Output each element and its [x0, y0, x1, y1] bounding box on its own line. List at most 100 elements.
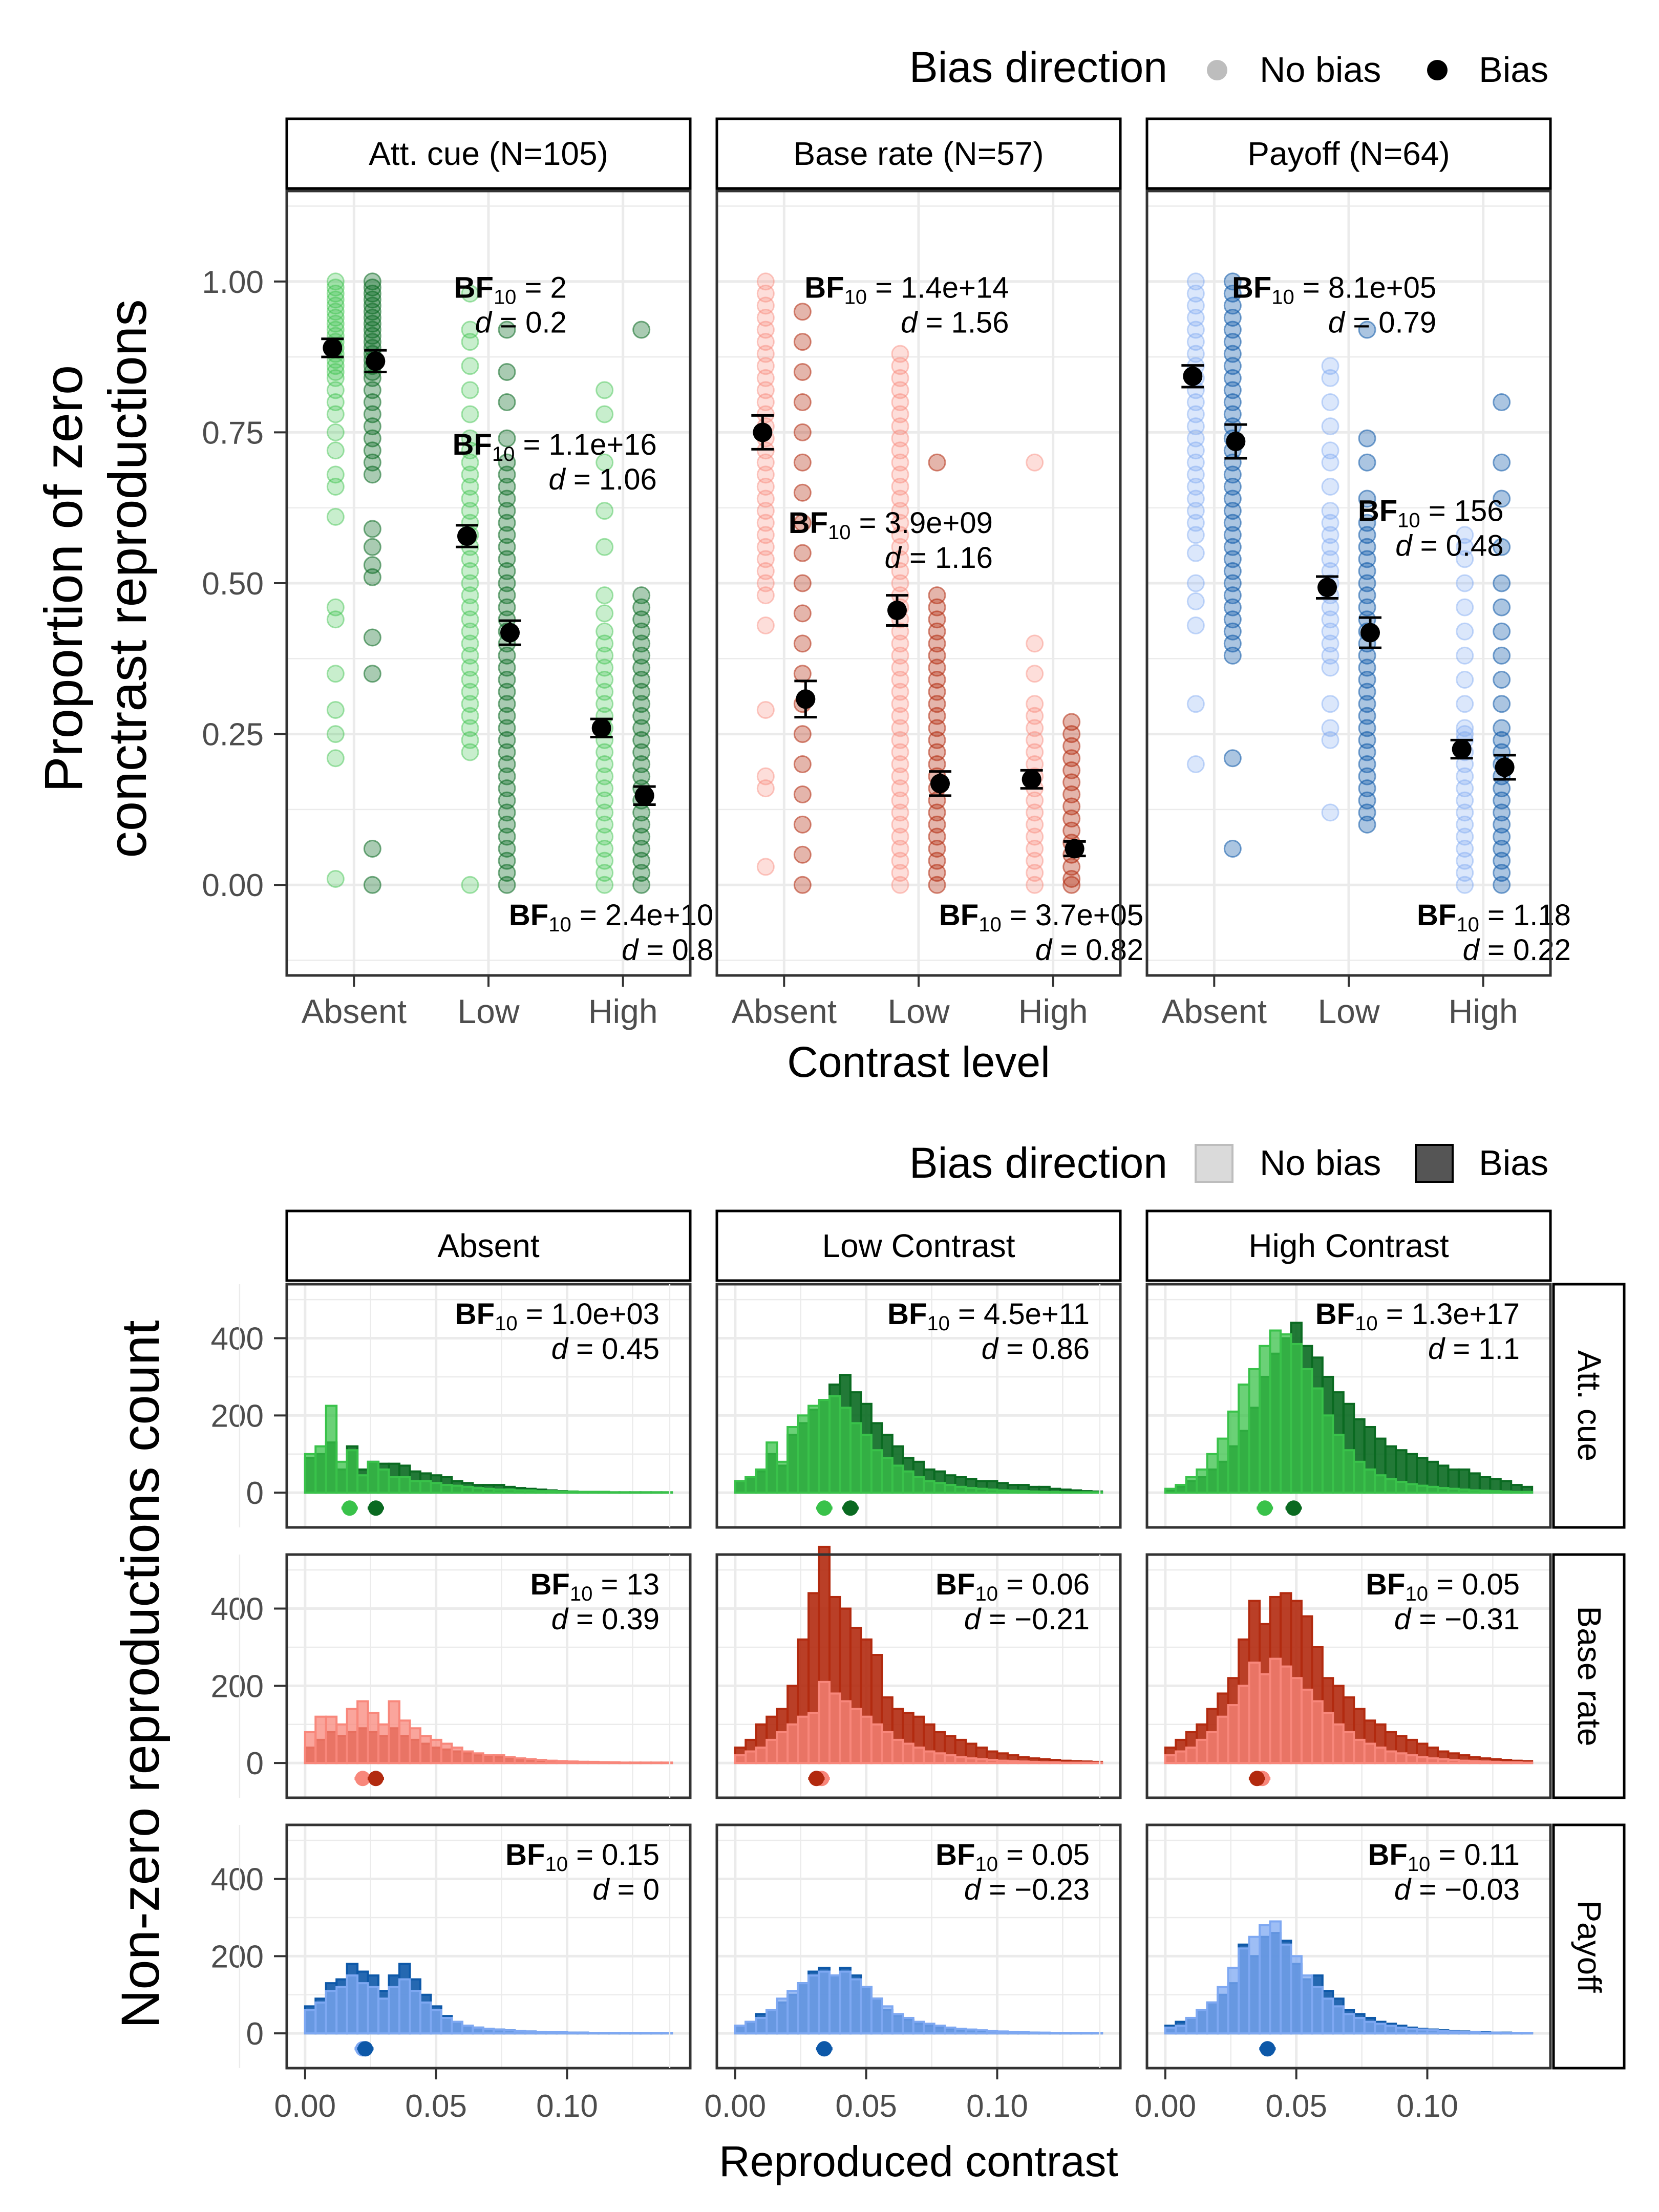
- histogram-bar-no-bias: [618, 1761, 631, 1764]
- histogram-bar-no-bias: [933, 1752, 946, 1764]
- histogram-bar-no-bias: [1206, 2001, 1219, 2035]
- participant-point-no-bias: [326, 598, 345, 616]
- participant-point-no-bias: [461, 586, 479, 605]
- participant-point-bias: [498, 743, 516, 761]
- participant-point-no-bias: [1456, 840, 1474, 858]
- histogram-bar-no-bias: [1027, 2031, 1040, 2035]
- bottom-row-strip-label: Payoff: [1571, 1900, 1608, 1993]
- histogram-bar-no-bias: [1436, 1487, 1450, 1494]
- histogram-bar-no-bias: [461, 1485, 474, 1494]
- top-annotation-bf: BF10 = 3.9e+09: [789, 506, 993, 544]
- bottom-row-strip-label: Att. cue: [1571, 1350, 1608, 1461]
- participant-point-no-bias: [326, 308, 345, 327]
- histogram-bar-no-bias: [1185, 2016, 1198, 2035]
- histogram-bar-no-bias: [304, 1453, 317, 1494]
- histogram-bar-no-bias: [1069, 1491, 1082, 1494]
- histogram-bar-no-bias: [1090, 1761, 1103, 1764]
- participant-point-bias: [793, 363, 812, 381]
- participant-point-no-bias: [595, 743, 614, 761]
- bottom-annotation-bf: BF10 = 13: [530, 1568, 660, 1605]
- participant-point-no-bias: [461, 381, 479, 399]
- top-y-axis-title: Proportion of zero conctrast reproduction…: [34, 299, 158, 858]
- participant-point-bias: [1223, 586, 1242, 605]
- histogram-bar-no-bias: [1238, 1685, 1250, 1764]
- histogram-bar-no-bias: [1353, 2016, 1366, 2035]
- participant-point-no-bias: [756, 550, 775, 568]
- participant-point-no-bias: [461, 441, 479, 460]
- participant-point-no-bias: [1321, 719, 1339, 737]
- histogram-bar-no-bias: [618, 1491, 631, 1494]
- bottom-x-tick-label: 0.00: [274, 2089, 336, 2124]
- histogram-bar-no-bias: [891, 2013, 904, 2035]
- participant-point-bias: [363, 441, 381, 460]
- participant-point-bias: [363, 429, 381, 448]
- bottom-y-tick-label: 400: [211, 1862, 264, 1898]
- top-annotation-d: d = 0.48: [1395, 529, 1503, 563]
- participant-point-no-bias: [1321, 453, 1339, 472]
- participant-point-no-bias: [326, 423, 345, 441]
- histogram-bar-no-bias: [1038, 2031, 1051, 2035]
- d-symbol: d: [1394, 1603, 1412, 1636]
- participant-point-no-bias: [461, 743, 479, 761]
- histogram-bar-no-bias: [514, 1489, 526, 1494]
- histogram-bar-no-bias: [1164, 2026, 1177, 2035]
- participant-point-no-bias: [595, 827, 614, 846]
- histogram-bar-no-bias: [1090, 1491, 1103, 1494]
- bf-symbol: BF: [505, 1838, 545, 1871]
- participant-point-bias: [1062, 749, 1081, 768]
- d-equals: =: [568, 1332, 602, 1366]
- bf-equals: =: [1294, 271, 1328, 305]
- top-x-tick-label: High: [1449, 992, 1518, 1030]
- histogram-bar-no-bias: [1175, 1750, 1187, 1764]
- histogram-bar-no-bias: [1510, 1761, 1523, 1764]
- participant-point-no-bias: [1186, 592, 1205, 610]
- participant-point-no-bias: [756, 321, 775, 339]
- participant-point-no-bias: [1456, 815, 1474, 834]
- histogram-bar-no-bias: [608, 1491, 621, 1494]
- histogram-bar-no-bias: [503, 1756, 516, 1764]
- participant-point-no-bias: [756, 502, 775, 520]
- bottom-legend-title: Bias direction: [909, 1139, 1167, 1187]
- participant-point-no-bias: [891, 803, 909, 822]
- histogram-bar-no-bias: [535, 2031, 547, 2035]
- participant-point-bias: [632, 610, 651, 629]
- participant-point-no-bias: [461, 707, 479, 725]
- d-equals: =: [901, 541, 935, 575]
- participant-point-no-bias: [461, 490, 479, 508]
- participant-point-no-bias: [595, 791, 614, 810]
- histogram-bar-no-bias: [430, 1482, 442, 1494]
- histogram-bar-no-bias: [797, 1982, 810, 2035]
- histogram-bar-no-bias: [776, 1731, 789, 1764]
- histogram-bar-no-bias: [556, 1760, 568, 1764]
- participant-point-no-bias: [891, 502, 909, 520]
- hist-panel-r3-c2: BF10 = 0.05d = −0.23: [669, 1823, 1122, 2070]
- bottom-y-tick-label: 0: [246, 1476, 264, 1511]
- bf-value: 1.3e+17: [1412, 1298, 1520, 1331]
- histogram-bar-no-bias: [912, 2020, 925, 2035]
- participant-point-no-bias: [461, 477, 479, 496]
- histogram-bar-no-bias: [1217, 1986, 1229, 2035]
- participant-point-no-bias: [595, 646, 614, 665]
- participant-point-no-bias: [891, 345, 909, 363]
- histogram-bar-no-bias: [335, 1986, 348, 2035]
- participant-point-no-bias: [1186, 296, 1205, 315]
- bottom-legend: Bias direction No bias Bias: [909, 1139, 1548, 1187]
- bf-subscript: 10: [1456, 913, 1479, 936]
- top-annotation-d: d = 0.8: [622, 933, 713, 967]
- histogram-bar-no-bias: [807, 1712, 820, 1764]
- histogram-bar-no-bias: [881, 2005, 894, 2035]
- participant-point-no-bias: [595, 876, 614, 894]
- participant-point-no-bias: [326, 610, 345, 629]
- histogram-bar-no-bias: [1164, 1487, 1177, 1494]
- histogram-bar-no-bias: [1269, 1329, 1282, 1494]
- participant-point-bias: [1358, 779, 1376, 798]
- histogram-bar-no-bias: [482, 1487, 495, 1494]
- participant-point-no-bias: [461, 683, 479, 701]
- top-annotation-d: d = 0.82: [1035, 933, 1143, 967]
- bf-value: 13: [626, 1568, 660, 1601]
- participant-point-no-bias: [461, 634, 479, 653]
- participant-point-bias: [498, 502, 516, 520]
- participant-point-no-bias: [1026, 731, 1044, 749]
- histogram-bar-no-bias: [996, 2030, 1009, 2035]
